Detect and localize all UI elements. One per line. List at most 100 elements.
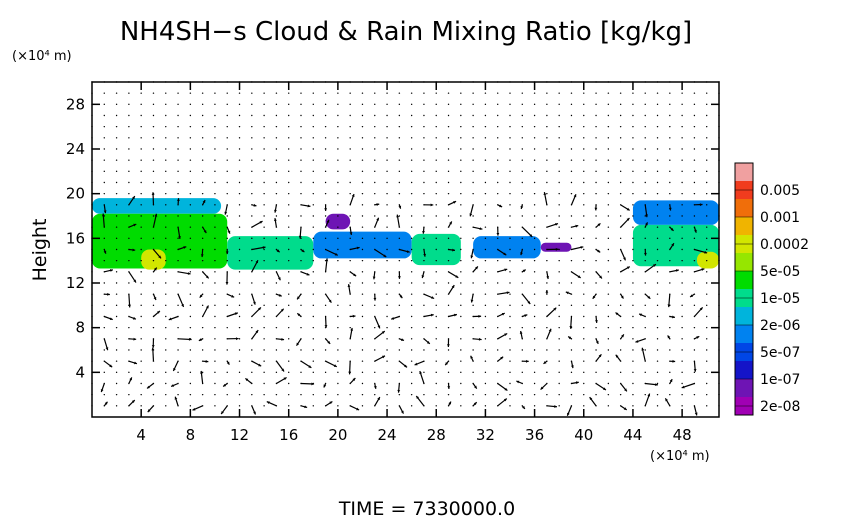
grid-dot: [607, 204, 610, 206]
grid-dot: [570, 393, 573, 396]
grid-dot: [177, 282, 179, 284]
grid-dot: [595, 237, 597, 240]
grid-dot: [324, 137, 327, 139]
grid-dot: [693, 137, 696, 139]
plot-frame: [91, 81, 720, 418]
wind-arrow-head: [506, 291, 510, 295]
grid-dot: [583, 259, 585, 262]
grid-dot: [533, 382, 536, 385]
grid-dot: [558, 326, 560, 329]
wind-arrow-head: [245, 378, 249, 382]
grid-dot: [361, 405, 364, 407]
wind-arrow-head: [253, 203, 257, 207]
wind-arrow-head: [470, 299, 474, 303]
wind-arrow-head: [546, 276, 550, 279]
grid-dot: [263, 237, 265, 240]
grid-dot: [509, 170, 511, 173]
grid-dot: [251, 282, 253, 284]
grid-dot: [349, 103, 351, 106]
grid-dot: [165, 92, 167, 94]
grid-dot: [374, 170, 376, 173]
grid-dot: [300, 259, 302, 262]
grid-dot: [681, 360, 683, 362]
grid-dot: [337, 226, 339, 228]
grid-dot: [140, 382, 142, 385]
grid-dot: [374, 259, 376, 262]
grid-dot: [509, 125, 511, 128]
chart-title: NH4SH−s Cloud & Rain Mixing Ratio [kg/kg…: [120, 17, 692, 47]
grid-dot: [497, 237, 499, 240]
grid-dot: [546, 326, 548, 329]
grid-dot: [226, 192, 228, 195]
grid-dot: [509, 103, 511, 106]
grid-dot: [706, 237, 708, 240]
grid-dot: [201, 326, 204, 329]
grid-dot: [558, 393, 560, 396]
grid-dot: [398, 237, 401, 240]
grid-dot: [189, 92, 192, 94]
grid-dot: [103, 181, 105, 184]
grid-dot: [546, 237, 548, 240]
wind-arrow-head: [639, 313, 643, 317]
grid-dot: [361, 282, 364, 284]
wind-arrow-head: [626, 218, 630, 221]
grid-dot: [607, 393, 610, 396]
grid-dot: [460, 282, 462, 284]
grid-dot: [410, 248, 413, 251]
grid-dot: [447, 170, 450, 173]
wind-arrow-head: [526, 359, 529, 363]
grid-dot: [189, 393, 192, 396]
grid-dot: [214, 360, 216, 362]
wind-arrow-head: [200, 254, 204, 258]
grid-dot: [423, 181, 425, 184]
grid-dot: [361, 192, 364, 195]
grid-dot: [201, 181, 204, 184]
wind-arrow-head: [503, 252, 507, 256]
grid-dot: [361, 315, 364, 318]
grid-dot: [238, 226, 241, 228]
grid-dot: [140, 159, 142, 161]
grid-dot: [288, 103, 290, 106]
grid-dot: [226, 148, 228, 150]
grid-dot: [706, 248, 708, 251]
grid-dot: [423, 371, 425, 374]
wind-arrow-head: [158, 255, 162, 259]
grid-dot: [374, 349, 376, 351]
grid-dot: [263, 159, 265, 161]
grid-dot: [398, 326, 401, 329]
grid-dot: [115, 237, 118, 240]
wind-arrow-head: [675, 269, 679, 272]
grid-dot: [509, 248, 511, 251]
grid-dot: [226, 304, 228, 307]
grid-dot: [386, 248, 388, 251]
wind-arrow-head: [153, 267, 157, 271]
wind-arrow-head: [667, 335, 671, 339]
grid-dot: [681, 338, 683, 340]
grid-dot: [275, 137, 278, 139]
x-tick-label: 40: [574, 426, 593, 444]
grid-dot: [706, 338, 708, 340]
grid-dot: [521, 215, 523, 217]
grid-dot: [214, 159, 216, 161]
grid-dot: [337, 259, 339, 262]
grid-dot: [386, 170, 388, 173]
grid-dot: [484, 137, 487, 139]
cloud-region-9: [632, 200, 719, 225]
grid-dot: [607, 159, 610, 161]
grid-dot: [460, 237, 462, 240]
grid-dot: [288, 159, 290, 161]
grid-dot: [115, 170, 118, 173]
grid-dot: [275, 159, 278, 161]
grid-dot: [570, 282, 573, 284]
grid-dot: [558, 159, 560, 161]
grid-dot: [681, 382, 683, 385]
grid-dot: [201, 393, 204, 396]
grid-dot: [509, 338, 511, 340]
wind-arrow-head: [448, 401, 451, 405]
grid-dot: [644, 282, 646, 284]
y-tick-label: 4: [75, 363, 85, 381]
grid-dot: [386, 92, 388, 94]
grid-dot: [128, 215, 130, 217]
grid-dot: [583, 170, 585, 173]
grid-dot: [497, 159, 499, 161]
